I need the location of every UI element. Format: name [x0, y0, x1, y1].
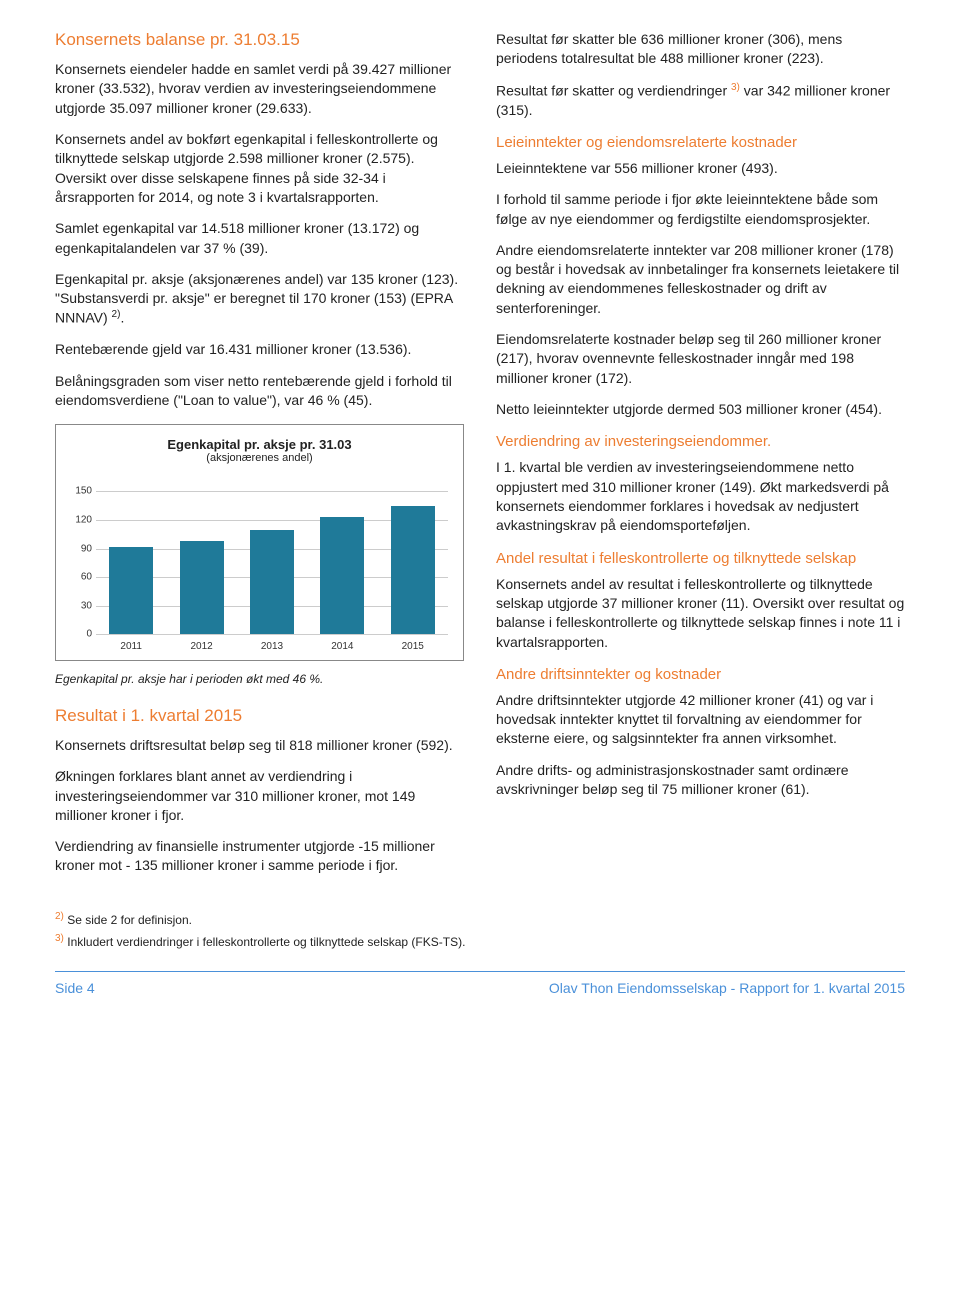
para: Konsernets driftsresultat beløp seg til … [55, 736, 464, 755]
para: Konsernets andel av resultat i felleskon… [496, 575, 905, 652]
subheading-andel: Andel resultat i felleskontrollerte og t… [496, 550, 905, 567]
para: Konsernets andel av bokført egenkapital … [55, 130, 464, 207]
y-tick-label: 30 [66, 600, 92, 611]
para: Andre drifts- og administrasjonskostnade… [496, 761, 905, 800]
y-tick-label: 60 [66, 572, 92, 583]
text: . [120, 310, 124, 326]
bar [180, 541, 224, 634]
subheading-andre: Andre driftsinntekter og kostnader [496, 666, 905, 683]
chart-plot-area: 0 30 60 90 120 150 2011 2012 2013 2014 2015 [66, 472, 453, 652]
para: Verdiendring av finansielle instrumenter… [55, 837, 464, 876]
para: Eiendomsrelaterte kostnader beløp seg ti… [496, 330, 905, 388]
footnote-sup: 3) [55, 933, 64, 944]
footnotes: 2) Se side 2 for definisjon. 3) Inkluder… [55, 910, 905, 951]
para: Resultat før skatter ble 636 millioner k… [496, 30, 905, 69]
y-tick-label: 120 [66, 514, 92, 525]
para: Andre eiendomsrelaterte inntekter var 20… [496, 241, 905, 318]
chart-subtitle: (aksjonærenes andel) [66, 452, 453, 464]
para: I 1. kvartal ble verdien av investerings… [496, 458, 905, 535]
two-column-layout: Konsernets balanse pr. 31.03.15 Konserne… [55, 30, 905, 888]
para: Egenkapital pr. aksje (aksjonærenes ande… [55, 270, 464, 329]
chart-title: Egenkapital pr. aksje pr. 31.03 [66, 437, 453, 452]
para: Netto leieinntekter utgjorde dermed 503 … [496, 400, 905, 419]
para: Samlet egenkapital var 14.518 millioner … [55, 219, 464, 258]
footnote-3: 3) Inkludert verdiendringer i felleskont… [55, 932, 905, 951]
footnote-text: Inkludert verdiendringer i felleskontrol… [64, 935, 466, 949]
footnote-text: Se side 2 for definisjon. [64, 913, 192, 927]
para: Konsernets eiendeler hadde en samlet ver… [55, 60, 464, 118]
para: Belåningsgraden som viser netto rentebær… [55, 372, 464, 411]
para: Leieinntektene var 556 millioner kroner … [496, 159, 905, 178]
text: Resultat før skatter og verdiendringer [496, 82, 731, 98]
para: Rentebærende gjeld var 16.431 millioner … [55, 340, 464, 359]
chart-caption: Egenkapital pr. aksje har i perioden økt… [55, 671, 464, 688]
report-title: Olav Thon Eiendomsselskap - Rapport for … [549, 980, 905, 996]
subheading-verdiendring: Verdiendring av investeringseiendommer. [496, 433, 905, 450]
y-tick-label: 0 [66, 629, 92, 640]
footnote-ref-3: 3) [731, 82, 740, 93]
y-tick-label: 90 [66, 543, 92, 554]
x-tick-label: 2012 [180, 641, 224, 652]
heading-balanse: Konsernets balanse pr. 31.03.15 [55, 30, 464, 50]
para: Økningen forklares blant annet av verdie… [55, 767, 464, 825]
y-tick-label: 150 [66, 486, 92, 497]
x-tick-label: 2011 [109, 641, 153, 652]
x-tick-label: 2015 [391, 641, 435, 652]
bar [391, 506, 435, 635]
x-tick-label: 2013 [250, 641, 294, 652]
left-column: Konsernets balanse pr. 31.03.15 Konserne… [55, 30, 464, 888]
para: Andre driftsinntekter utgjorde 42 millio… [496, 691, 905, 749]
right-column: Resultat før skatter ble 636 millioner k… [496, 30, 905, 888]
bar [250, 530, 294, 635]
footnote-2: 2) Se side 2 for definisjon. [55, 910, 905, 929]
para: Resultat før skatter og verdiendringer 3… [496, 81, 905, 120]
para: I forhold til samme periode i fjor økte … [496, 190, 905, 229]
x-tick-label: 2014 [320, 641, 364, 652]
heading-resultat: Resultat i 1. kvartal 2015 [55, 706, 464, 726]
equity-chart: Egenkapital pr. aksje pr. 31.03 (aksjonæ… [55, 424, 464, 661]
footnote-sup: 2) [55, 911, 64, 922]
page-footer: Side 4 Olav Thon Eiendomsselskap - Rappo… [55, 971, 905, 996]
subheading-leieinntekter: Leieinntekter og eiendomsrelaterte kostn… [496, 134, 905, 151]
page-number: Side 4 [55, 980, 95, 996]
bar [320, 517, 364, 634]
bar [109, 547, 153, 635]
